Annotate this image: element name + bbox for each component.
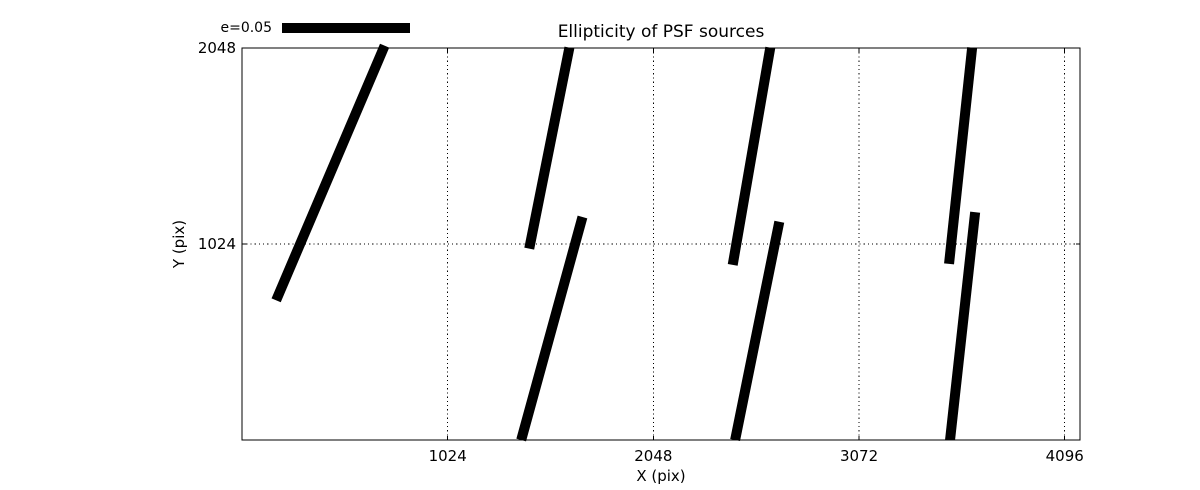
x-tick-label: 1024 (429, 447, 467, 465)
whisker-segment (945, 211, 981, 441)
x-tick-label: 3072 (840, 447, 878, 465)
whisker-segment (516, 215, 588, 442)
whisker-segment (944, 47, 978, 265)
whisker-segment (271, 43, 390, 303)
whisker-segment (730, 220, 785, 441)
y-tick-label: 2048 (198, 39, 236, 57)
legend: e=0.05 (212, 20, 410, 36)
chart-title: Ellipticity of PSF sources (557, 22, 765, 42)
x-axis-label: X (pix) (636, 467, 686, 485)
y-tick-label: 1024 (198, 235, 236, 253)
legend-scale-bar (282, 23, 410, 33)
x-tick-label: 2048 (634, 447, 672, 465)
y-axis-label: Y (pix) (170, 219, 188, 269)
legend-label: e=0.05 (220, 20, 272, 36)
x-tick-label: 4096 (1046, 447, 1084, 465)
whisker-segment (524, 46, 575, 250)
whisker-segment (727, 46, 776, 266)
